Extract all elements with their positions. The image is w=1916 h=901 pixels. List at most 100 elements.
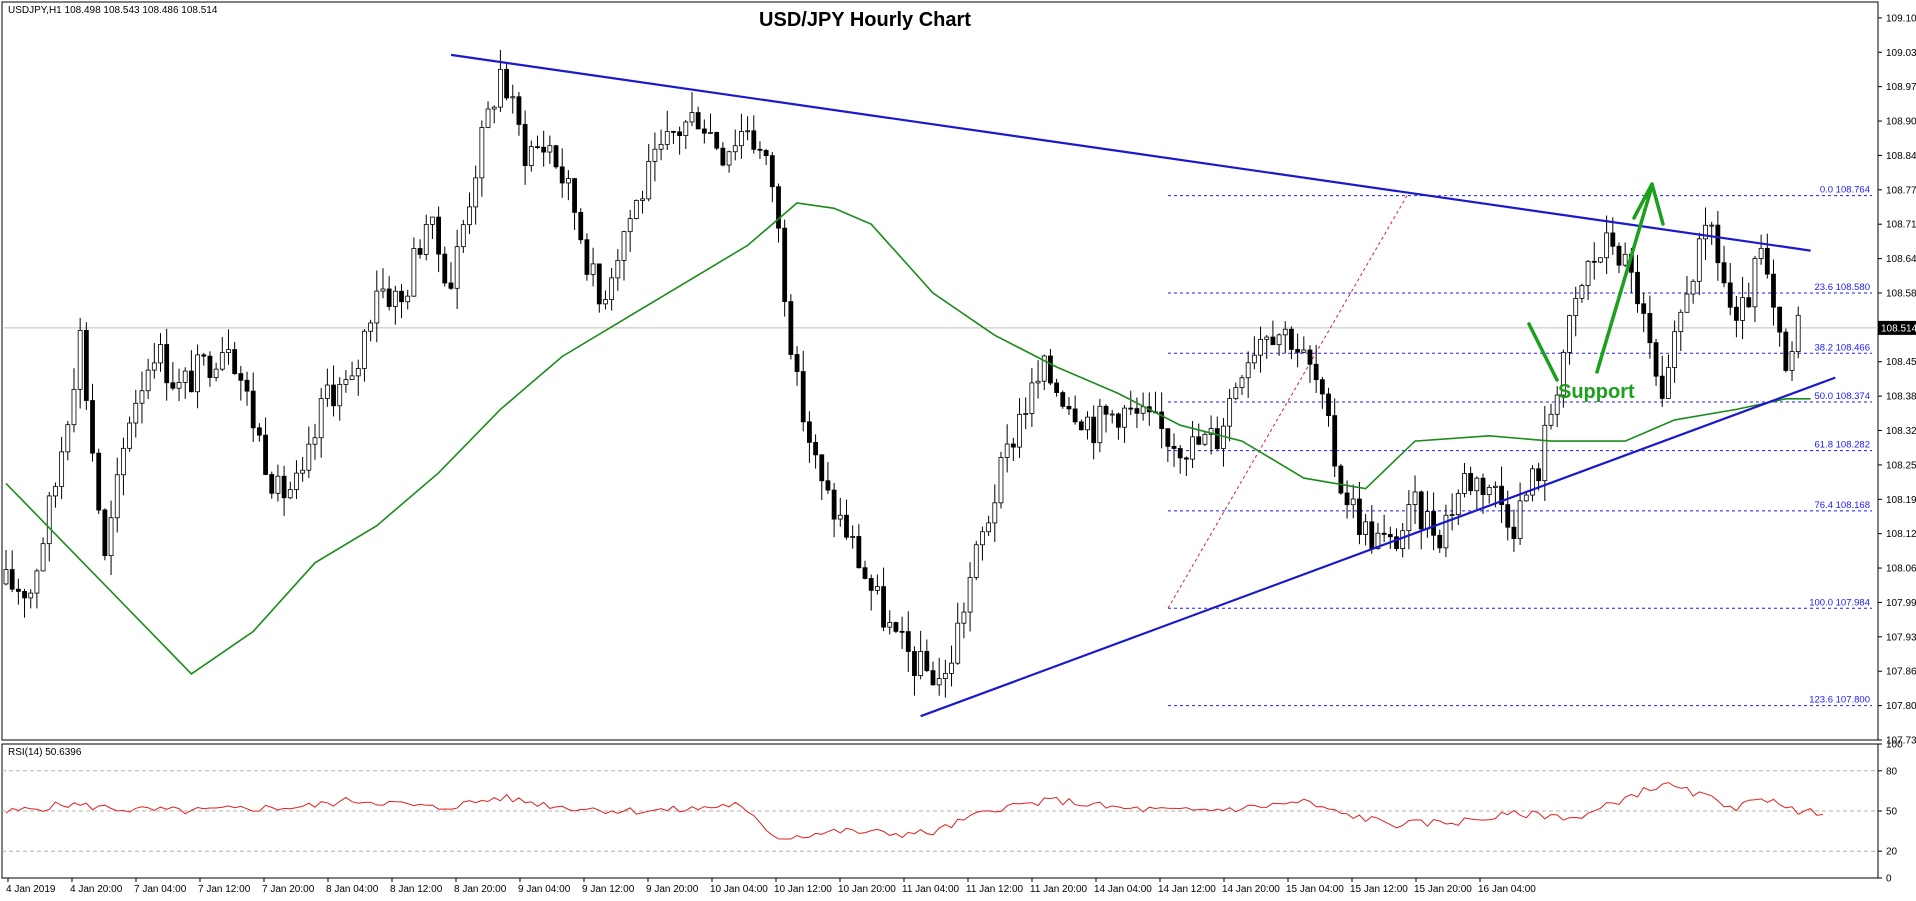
candle-body [399, 290, 404, 303]
y-tick-label: 108.450 [1886, 357, 1916, 368]
candle-body [114, 474, 120, 519]
symbol-info: USDJPY,H1 108.498 108.543 108.486 108.51… [8, 5, 218, 16]
candle-body [1492, 485, 1498, 488]
candle-body [794, 354, 800, 372]
current-price-tag: 108.514 [1878, 320, 1916, 335]
candle-body [158, 344, 163, 364]
candle-body [516, 96, 522, 125]
candle-body [324, 384, 330, 399]
candle-body [1233, 387, 1239, 400]
candle-body [1771, 273, 1776, 308]
candle-body [732, 145, 738, 153]
support-arrows [1527, 182, 1665, 382]
candle-body [90, 400, 95, 454]
candle-body [1511, 526, 1517, 540]
candle-body [1004, 443, 1010, 458]
x-tick-label: 9 Jan 12:00 [582, 884, 635, 895]
y-tick-label: 107.865 [1886, 667, 1916, 678]
x-tick-label: 7 Jan 12:00 [198, 884, 251, 895]
y-tick-label: 107.735 [1886, 736, 1916, 747]
resistance-trend-line [450, 53, 1811, 252]
candle-body [782, 227, 788, 302]
candle-body [541, 146, 547, 153]
candle-body [1245, 362, 1251, 379]
candle-body [640, 198, 645, 201]
current-price-label: 108.514 [1881, 323, 1916, 334]
candle-body [1783, 331, 1789, 371]
candle-body [862, 567, 868, 579]
candle-body [1295, 349, 1301, 353]
candle-body [998, 457, 1004, 504]
candle-body [1690, 280, 1696, 295]
fib-level-label: 0.0 108.764 [1820, 185, 1870, 196]
rsi-tick-label: 50 [1886, 807, 1898, 818]
candle-body [627, 218, 633, 233]
candle-body [479, 127, 485, 179]
x-tick-label: 10 Jan 04:00 [710, 884, 768, 895]
candle-body [164, 344, 170, 384]
candle-body [1554, 394, 1560, 415]
candle-body [578, 211, 584, 241]
candle-body [1134, 408, 1140, 414]
fib-level-label: 38.2 108.466 [1815, 342, 1870, 353]
x-tick-label: 11 Jan 12:00 [966, 884, 1024, 895]
candle-body [1752, 258, 1758, 308]
axis-layer: 109.100 109.035 108.970 108.905 108.840 108.7… [6, 13, 1916, 895]
candle-body [1387, 534, 1393, 538]
candle-body [1394, 536, 1399, 549]
x-tick-label: 11 Jan 04:00 [902, 884, 960, 895]
candle-body [139, 390, 145, 404]
candle-body [1777, 306, 1783, 333]
candle-body [1746, 297, 1752, 308]
candle-body [1789, 351, 1795, 371]
candle-body [874, 586, 880, 591]
candle-body [238, 373, 244, 381]
candle-body [850, 536, 856, 538]
candle-body [1319, 379, 1325, 395]
indicator-lines-layer [5, 53, 1836, 718]
candle-body [1282, 328, 1288, 336]
fib-level-label: 100.0 107.984 [1809, 597, 1870, 608]
candle-body [1536, 468, 1542, 482]
candle-body [300, 469, 306, 474]
candle-body [1122, 407, 1127, 428]
candle-body [275, 475, 281, 494]
candle-body [182, 370, 188, 383]
y-tick-label: 108.840 [1886, 151, 1916, 162]
candle-body [405, 295, 411, 303]
candle-body [609, 277, 615, 301]
candle-body [726, 151, 732, 166]
candle-body [473, 177, 479, 208]
candle-body [1418, 491, 1424, 530]
support-label: Support [1558, 381, 1635, 403]
candle-body [1171, 445, 1177, 449]
candle-body [1635, 271, 1640, 305]
y-tick-label: 108.125 [1886, 529, 1916, 540]
x-tick-label: 14 Jan 12:00 [1158, 884, 1216, 895]
candle-body [1029, 382, 1035, 414]
candle-body [1276, 334, 1282, 346]
candle-body [1659, 375, 1665, 399]
candle-body [34, 570, 40, 594]
sma-line [5, 202, 1811, 675]
candle-body [813, 442, 818, 456]
candle-body [504, 68, 509, 99]
candle-body [1406, 504, 1412, 532]
candle-body [553, 145, 559, 168]
candle-body [1332, 415, 1338, 467]
candle-body [708, 132, 713, 134]
candle-body [145, 369, 151, 392]
candle-body [769, 155, 775, 188]
candle-body [1072, 408, 1078, 423]
candle-body [83, 330, 89, 401]
candle-body [133, 402, 139, 424]
candle-body [108, 517, 114, 557]
candle-body [256, 427, 262, 436]
candle-body [559, 166, 565, 184]
candle-body [992, 502, 998, 524]
candle-body [53, 485, 58, 497]
rsi-tick-label: 80 [1886, 766, 1898, 777]
candle-body [386, 288, 392, 307]
candle-body [837, 514, 843, 520]
